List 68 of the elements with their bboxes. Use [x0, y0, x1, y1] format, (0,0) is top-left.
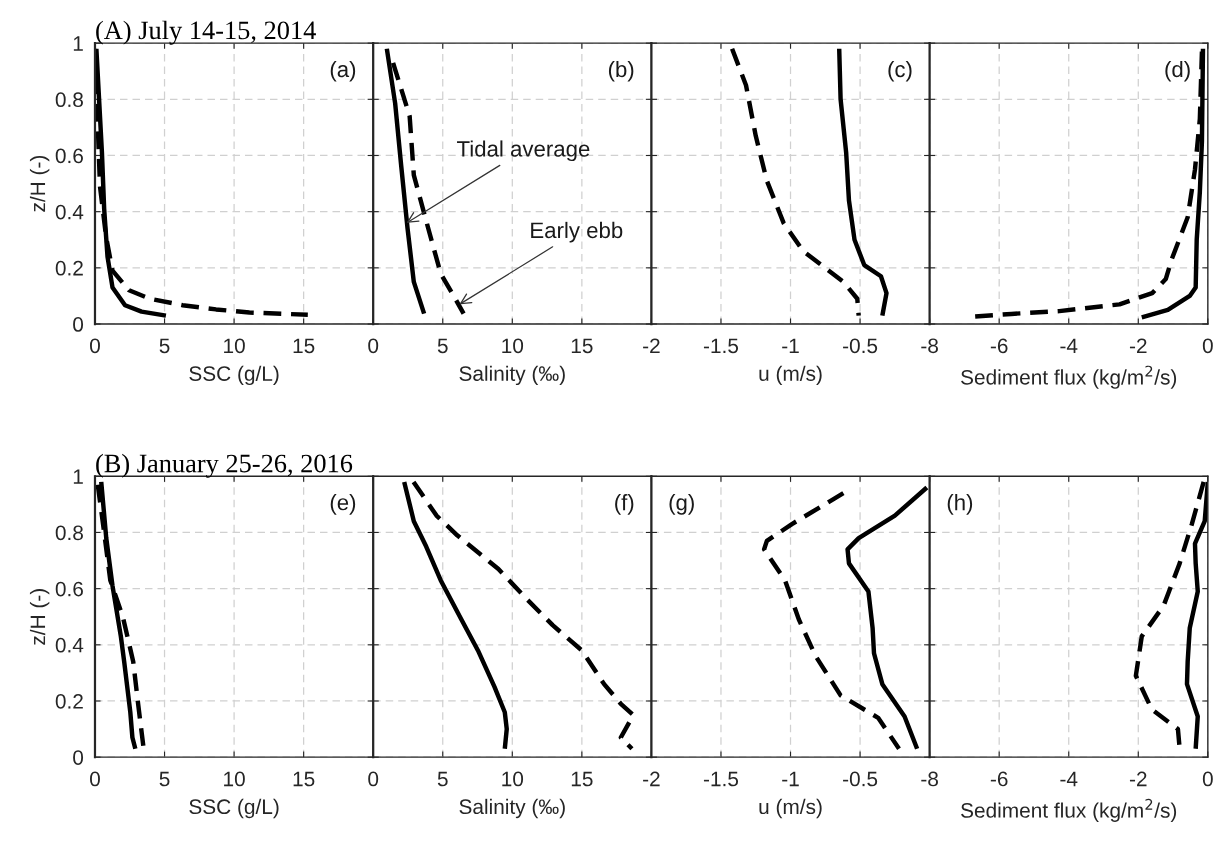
x-tick-label: -2 [643, 338, 660, 353]
x-axis-title: SSC (g/L) [189, 798, 279, 819]
chart-title: (B) January 25-26, 2016 [96, 453, 353, 478]
x-tick-label: -1.5 [703, 338, 739, 354]
x-tick-label: 15 [293, 771, 315, 787]
x-tick-label: 15 [571, 771, 593, 787]
x-tick-label: 0 [368, 771, 379, 787]
annotation: (e) [330, 494, 356, 515]
x-tick-label: 15 [571, 338, 593, 354]
annotation: (g) [669, 494, 694, 515]
annotation: (c) [888, 60, 912, 82]
annotation: Tidal average [457, 140, 590, 162]
x-tick-label: -2 [1129, 771, 1147, 787]
x-tick-label: -1 [782, 338, 799, 353]
x-tick-label: -8 [921, 338, 938, 354]
x-tick-label: -1 [782, 771, 799, 787]
x-tick-label: 0 [90, 771, 100, 787]
y-tick-label: 0.2 [55, 260, 83, 276]
x-tick-label: -4 [1060, 771, 1078, 787]
annotation: Early ebb [531, 221, 623, 243]
x-tick-label: 10 [502, 771, 524, 787]
x-tick-label: 5 [159, 771, 170, 787]
x-tick-label: 0 [90, 338, 100, 354]
annotation: (h) [947, 494, 973, 515]
x-tick-label: 0 [1202, 338, 1213, 354]
x-tick-label: -6 [990, 338, 1008, 354]
y-tick-label: 0.8 [55, 525, 83, 541]
y-tick-label: 1 [73, 36, 83, 51]
y-axis-title: z/H (-) [29, 155, 50, 212]
y-axis-title: z/H (-) [29, 589, 50, 645]
x-tick-label: -4 [1060, 338, 1078, 353]
annotation: (f) [615, 494, 634, 515]
x-axis-title: Salinity (‰) [459, 798, 565, 819]
y-tick-label: 0.4 [55, 204, 84, 220]
x-axis-title: Sediment flux (kg/m$^{2}$/s) [961, 365, 1177, 389]
x-tick-label: -6 [990, 771, 1008, 787]
annotation: (b) [608, 60, 634, 82]
x-axis-title: SSC (g/L) [189, 365, 279, 386]
x-axis-title: Salinity (‰) [459, 365, 565, 386]
y-tick-label: 0 [73, 317, 84, 332]
x-tick-label: -0.5 [843, 338, 878, 354]
x-tick-label: -8 [921, 771, 938, 787]
x-tick-label: 15 [293, 338, 315, 354]
x-tick-label: -0.5 [843, 771, 878, 787]
y-tick-label: 0.4 [55, 637, 84, 653]
x-tick-label: 0 [368, 338, 379, 354]
x-tick-label: -2 [643, 771, 660, 787]
y-tick-label: 1 [73, 469, 83, 484]
y-tick-label: 0.2 [55, 694, 83, 709]
y-tick-label: 0.6 [55, 148, 83, 164]
chart-title: (A) July 14-15, 2014 [96, 20, 316, 45]
x-tick-label: 10 [224, 771, 245, 787]
annotation: (a) [330, 60, 356, 82]
x-tick-label: 5 [437, 338, 448, 354]
annotation: (d) [1165, 60, 1190, 82]
y-tick-label: 0.8 [55, 92, 83, 108]
x-tick-label: -1.5 [703, 771, 739, 787]
x-axis-title: u (m/s) [759, 798, 822, 819]
x-tick-label: 10 [502, 338, 524, 354]
x-axis-title: Sediment flux (kg/m$^{2}$/s) [961, 798, 1177, 822]
y-tick-label: 0.6 [55, 581, 83, 597]
x-tick-label: 10 [224, 338, 245, 354]
x-axis-title: u (m/s) [759, 365, 822, 386]
x-tick-label: 5 [437, 771, 448, 787]
x-tick-label: 0 [1202, 771, 1213, 787]
x-tick-label: -2 [1129, 338, 1147, 353]
y-tick-label: 0 [73, 750, 84, 765]
x-tick-label: 5 [159, 338, 170, 354]
